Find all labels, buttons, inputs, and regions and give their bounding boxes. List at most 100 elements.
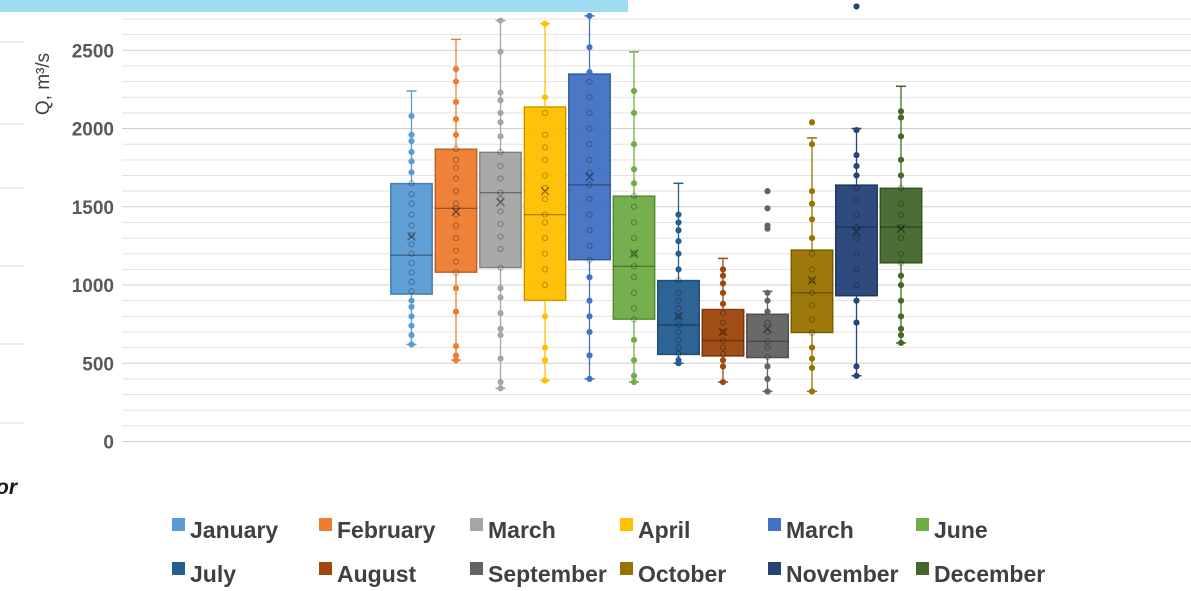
data-point bbox=[897, 325, 905, 332]
data-point bbox=[675, 211, 682, 218]
box-outline bbox=[435, 148, 477, 273]
box-iqr bbox=[746, 313, 789, 359]
box-iqr bbox=[523, 106, 567, 302]
legend-label: June bbox=[934, 517, 988, 543]
data-point bbox=[497, 89, 504, 96]
data-point bbox=[719, 328, 727, 336]
data-point bbox=[897, 339, 905, 347]
data-point bbox=[853, 234, 860, 242]
legend-swatch bbox=[916, 518, 929, 531]
legend-label: January bbox=[190, 517, 278, 543]
legend-item-11: November bbox=[768, 561, 899, 587]
data-point bbox=[719, 319, 727, 326]
data-point bbox=[452, 200, 460, 207]
box-iqr bbox=[479, 151, 522, 269]
data-point bbox=[675, 227, 682, 234]
data-point bbox=[853, 197, 860, 204]
data-point bbox=[452, 131, 460, 138]
data-point bbox=[497, 48, 504, 55]
data-point bbox=[586, 211, 593, 218]
data-point bbox=[408, 137, 415, 145]
data-point bbox=[764, 388, 771, 395]
data-point bbox=[808, 316, 816, 323]
mean-marker bbox=[807, 275, 817, 285]
data-point bbox=[408, 278, 415, 285]
y-axis-ticks: 0 500 1000 1500 2000 2500 bbox=[72, 41, 114, 453]
mean-marker bbox=[896, 224, 906, 234]
box-11 bbox=[835, 3, 878, 379]
box-4 bbox=[523, 20, 567, 384]
data-point bbox=[897, 297, 905, 304]
data-point bbox=[808, 329, 816, 336]
data-point bbox=[675, 250, 682, 257]
data-point bbox=[541, 234, 549, 242]
gridlines bbox=[122, 18, 1191, 442]
mean-marker bbox=[451, 206, 461, 216]
data-point bbox=[897, 172, 905, 179]
data-point bbox=[719, 357, 727, 364]
data-point bbox=[630, 109, 638, 116]
outlier-point bbox=[764, 222, 771, 229]
data-point bbox=[586, 78, 593, 85]
legend-item-3: March bbox=[470, 517, 556, 543]
outlier-point bbox=[764, 188, 771, 195]
y-tick-label: 1000 bbox=[72, 276, 114, 297]
data-point bbox=[808, 216, 816, 223]
box-5 bbox=[568, 12, 611, 383]
data-point bbox=[853, 250, 860, 257]
data-point bbox=[897, 313, 905, 320]
data-point bbox=[853, 363, 860, 370]
data-point bbox=[586, 375, 593, 383]
legend-swatch bbox=[620, 562, 633, 575]
data-point bbox=[808, 344, 816, 351]
box-iqr bbox=[835, 184, 878, 297]
data-point bbox=[452, 285, 460, 292]
data-point bbox=[630, 219, 638, 226]
box-9 bbox=[746, 188, 789, 395]
y-tick-label: 500 bbox=[82, 354, 114, 375]
box-6 bbox=[612, 51, 656, 386]
data-point bbox=[630, 166, 638, 173]
legend-swatch bbox=[470, 562, 483, 575]
box-12 bbox=[879, 85, 923, 347]
data-point bbox=[586, 169, 593, 176]
box-2 bbox=[434, 38, 478, 364]
box-iqr bbox=[657, 279, 700, 356]
box-outline bbox=[880, 188, 922, 264]
data-point bbox=[675, 313, 682, 320]
data-point bbox=[541, 144, 549, 151]
box-1 bbox=[390, 90, 433, 348]
data-point bbox=[408, 158, 415, 165]
data-point bbox=[853, 152, 860, 159]
data-point bbox=[497, 97, 504, 104]
data-point bbox=[853, 281, 860, 289]
data-point bbox=[541, 109, 549, 116]
data-point bbox=[408, 269, 415, 276]
data-point bbox=[808, 277, 816, 284]
legend-swatch bbox=[319, 518, 332, 531]
legend-label: July bbox=[190, 561, 236, 587]
legend-item-7: July bbox=[172, 561, 236, 587]
data-point bbox=[452, 164, 460, 171]
box-iqr bbox=[790, 249, 834, 334]
data-point bbox=[541, 344, 549, 351]
data-point bbox=[808, 364, 816, 372]
data-point bbox=[719, 363, 727, 370]
data-point bbox=[497, 208, 504, 215]
data-point bbox=[408, 288, 415, 295]
box-iqr bbox=[434, 148, 478, 274]
data-point bbox=[719, 344, 727, 351]
data-point bbox=[764, 289, 771, 296]
mean-marker bbox=[407, 232, 416, 242]
mean-marker bbox=[674, 311, 683, 321]
legend-label: December bbox=[934, 561, 1045, 587]
data-point bbox=[808, 200, 816, 207]
data-point bbox=[630, 180, 638, 187]
data-point bbox=[630, 316, 638, 323]
data-point bbox=[897, 114, 905, 121]
mean-marker bbox=[585, 172, 594, 182]
data-point bbox=[853, 372, 860, 379]
data-point bbox=[497, 175, 504, 182]
data-point bbox=[541, 250, 549, 257]
